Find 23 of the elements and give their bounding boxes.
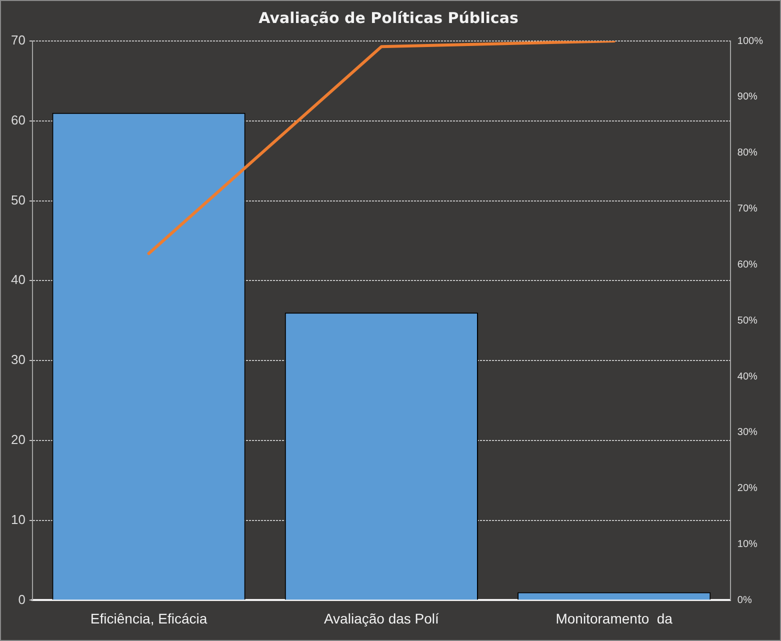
y-tick-label: 30	[10, 352, 26, 368]
x-tick-label: Eficiência, Eficácia	[90, 610, 208, 626]
y-tick-label: 60	[10, 112, 26, 128]
x-tick-label: Monitoramento da	[556, 610, 673, 626]
y-tick-label: 70	[10, 32, 26, 48]
y2-tick-label: 70%	[737, 204, 758, 215]
y-tick-label: 20	[10, 432, 26, 448]
y2-tick-label: 10%	[737, 539, 758, 550]
chart-title: Avaliação de Políticas Públicas	[258, 8, 518, 27]
y2-tick-label: 20%	[737, 483, 758, 494]
y2-tick-label: 30%	[737, 427, 758, 438]
y-tick-label: 50	[10, 192, 26, 208]
y2-tick-label: 0%	[737, 594, 752, 606]
y2-tick-label: 40%	[737, 371, 758, 382]
y-tick-label: 40	[10, 272, 26, 288]
y2-tick-label: 60%	[737, 259, 758, 270]
y-tick-label: 0	[18, 592, 26, 607]
y2-tick-label: 100%	[737, 36, 764, 47]
y2-tick-label: 90%	[737, 92, 758, 103]
x-tick-label: Avaliação das Polí	[324, 610, 440, 626]
y2-tick-label: 80%	[737, 148, 758, 159]
y2-tick-label: 50%	[737, 315, 758, 326]
y-tick-label: 10	[10, 512, 26, 527]
